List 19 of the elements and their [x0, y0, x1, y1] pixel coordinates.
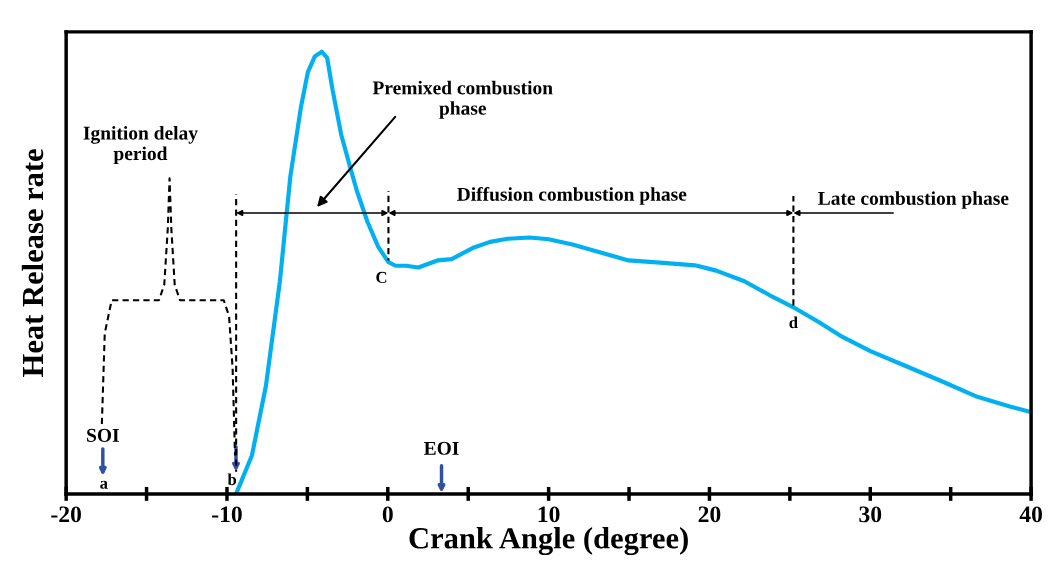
annotation: SOI [87, 428, 119, 442]
annotation: d [789, 316, 798, 329]
x-tick-label: -10 [212, 506, 242, 523]
annotation: Diffusion combustion phase [457, 186, 687, 205]
annotation: Premixed combustion phase [372, 80, 553, 119]
annotation: Late combustion phase [818, 191, 1009, 209]
x-tick-label: 20 [698, 506, 721, 523]
x-tick-label: -20 [51, 506, 81, 523]
y-axis-title: Heat Release rate [21, 149, 44, 377]
annotation: Ignition delay period [83, 126, 198, 165]
x-tick-label: 40 [1019, 506, 1043, 523]
x-tick-label: 10 [538, 506, 560, 523]
annotation: b [227, 473, 237, 486]
annotation: a [100, 480, 108, 489]
annotation: C [376, 271, 387, 284]
x-tick-label: 30 [859, 506, 882, 523]
annotation: EOI [424, 441, 459, 455]
x-tick-label: 0 [382, 506, 393, 523]
x-axis-title: Crank Angle (degree) [409, 527, 688, 556]
